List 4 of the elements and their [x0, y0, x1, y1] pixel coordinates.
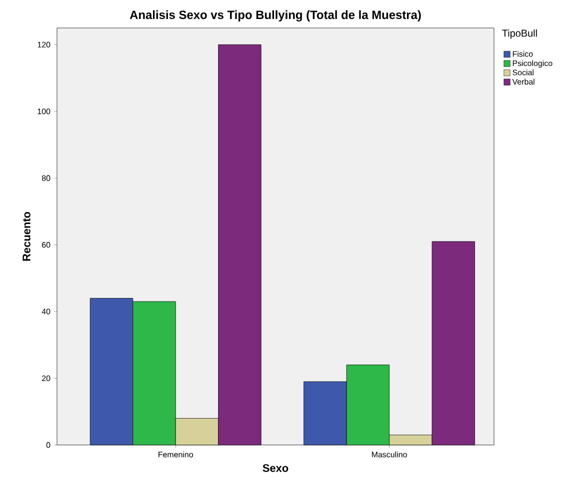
legend-title: TipoBull	[502, 29, 537, 39]
x-axis-title: Sexo	[262, 464, 288, 472]
chart-title: Analisis Sexo vs Tipo Bullying (Total de la Muestra)	[130, 10, 421, 22]
y-axis-title: Recuento	[22, 212, 30, 261]
